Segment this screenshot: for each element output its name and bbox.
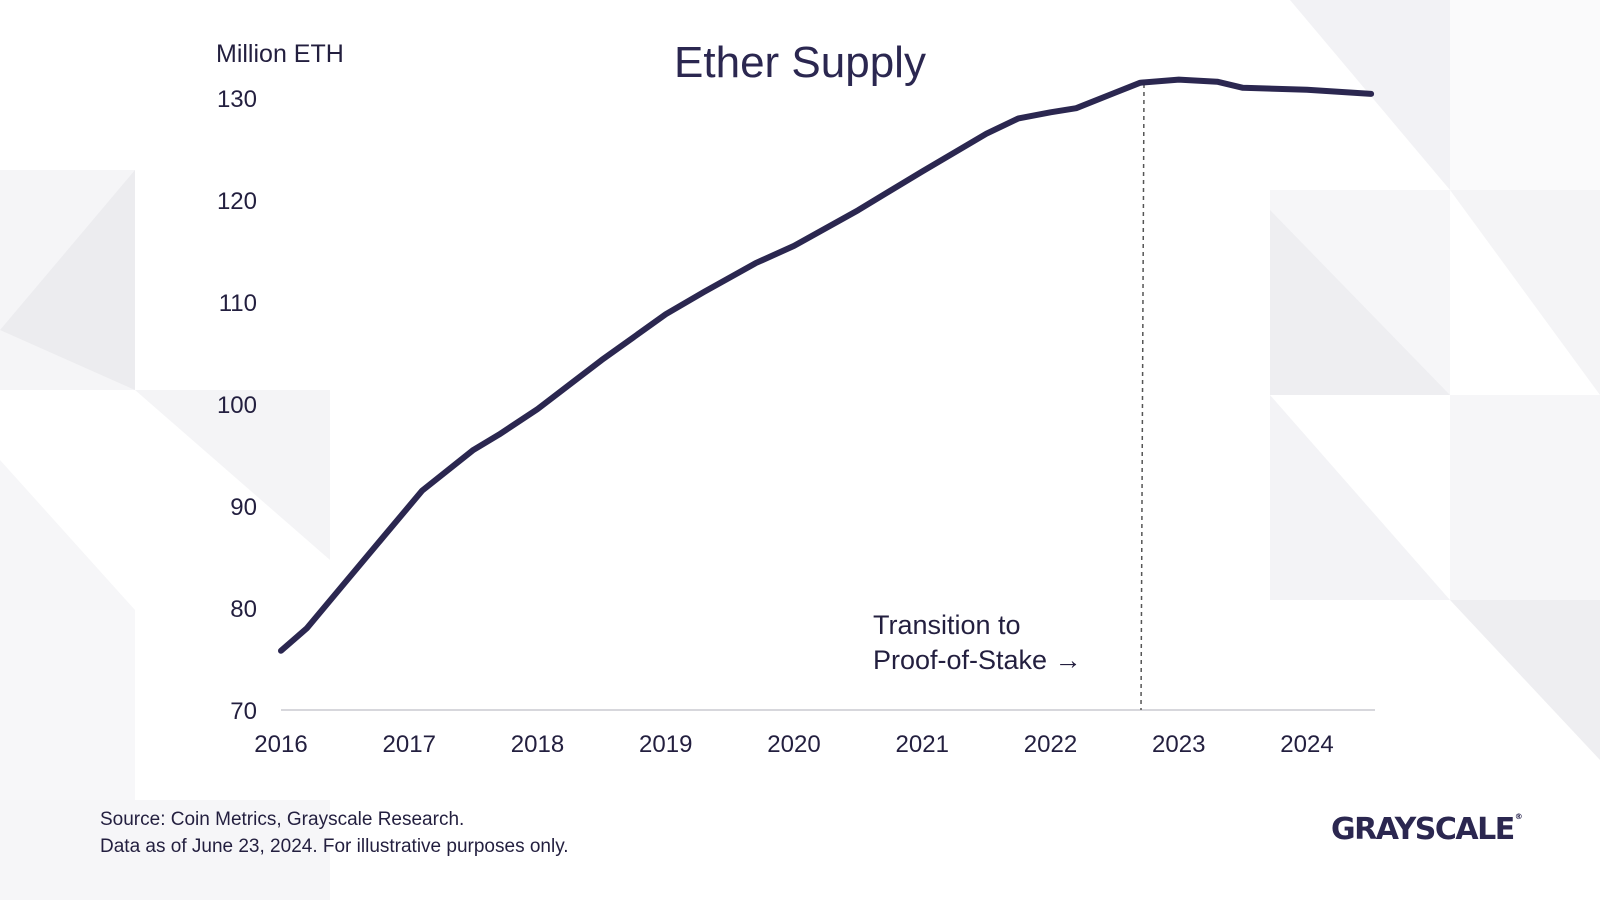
y-tick-label: 100 (217, 392, 257, 419)
x-tick-label: 2020 (767, 731, 820, 758)
y-axis-ticks: 70 80 90 100 110 120 130 (217, 86, 257, 725)
x-axis-ticks: 2016 2017 2018 2019 2020 2021 2022 2023 2024 (254, 731, 1333, 758)
x-tick-label: 2017 (383, 731, 436, 758)
y-tick-label: 70 (230, 698, 257, 725)
source-line-1: Source: Coin Metrics, Grayscale Research… (100, 809, 465, 830)
series-points (280, 79, 1372, 651)
source-note: Source: Coin Metrics, Grayscale Research… (100, 806, 569, 860)
x-tick-label: 2022 (1024, 731, 1077, 758)
x-tick-label: 2021 (896, 731, 949, 758)
annotation-line2: Proof-of-Stake → (873, 645, 1082, 675)
x-tick-label: 2023 (1152, 731, 1205, 758)
y-tick-label: 120 (217, 188, 257, 215)
y-axis-label: Million ETH (216, 40, 344, 68)
annotation-line1: Transition to (873, 610, 1021, 640)
grayscale-logo: GRAYSCALE® (1331, 812, 1523, 847)
brand-trademark: ® (1514, 812, 1523, 821)
source-line-2: Data as of June 23, 2024. For illustrati… (100, 836, 569, 857)
y-tick-label: 130 (217, 86, 257, 113)
x-tick-label: 2018 (511, 731, 564, 758)
x-tick-label: 2019 (639, 731, 692, 758)
ether-supply-line (278, 76, 1375, 654)
pos-transition-line (1140, 83, 1145, 711)
brand-wordmark: GRAYSCALE (1331, 812, 1515, 847)
chart-title: Ether Supply (674, 38, 926, 87)
y-tick-label: 90 (230, 494, 257, 521)
y-tick-label: 110 (219, 290, 257, 317)
x-tick-label: 2024 (1280, 731, 1333, 758)
y-tick-label: 80 (230, 596, 257, 623)
x-tick-label: 2016 (254, 731, 307, 758)
